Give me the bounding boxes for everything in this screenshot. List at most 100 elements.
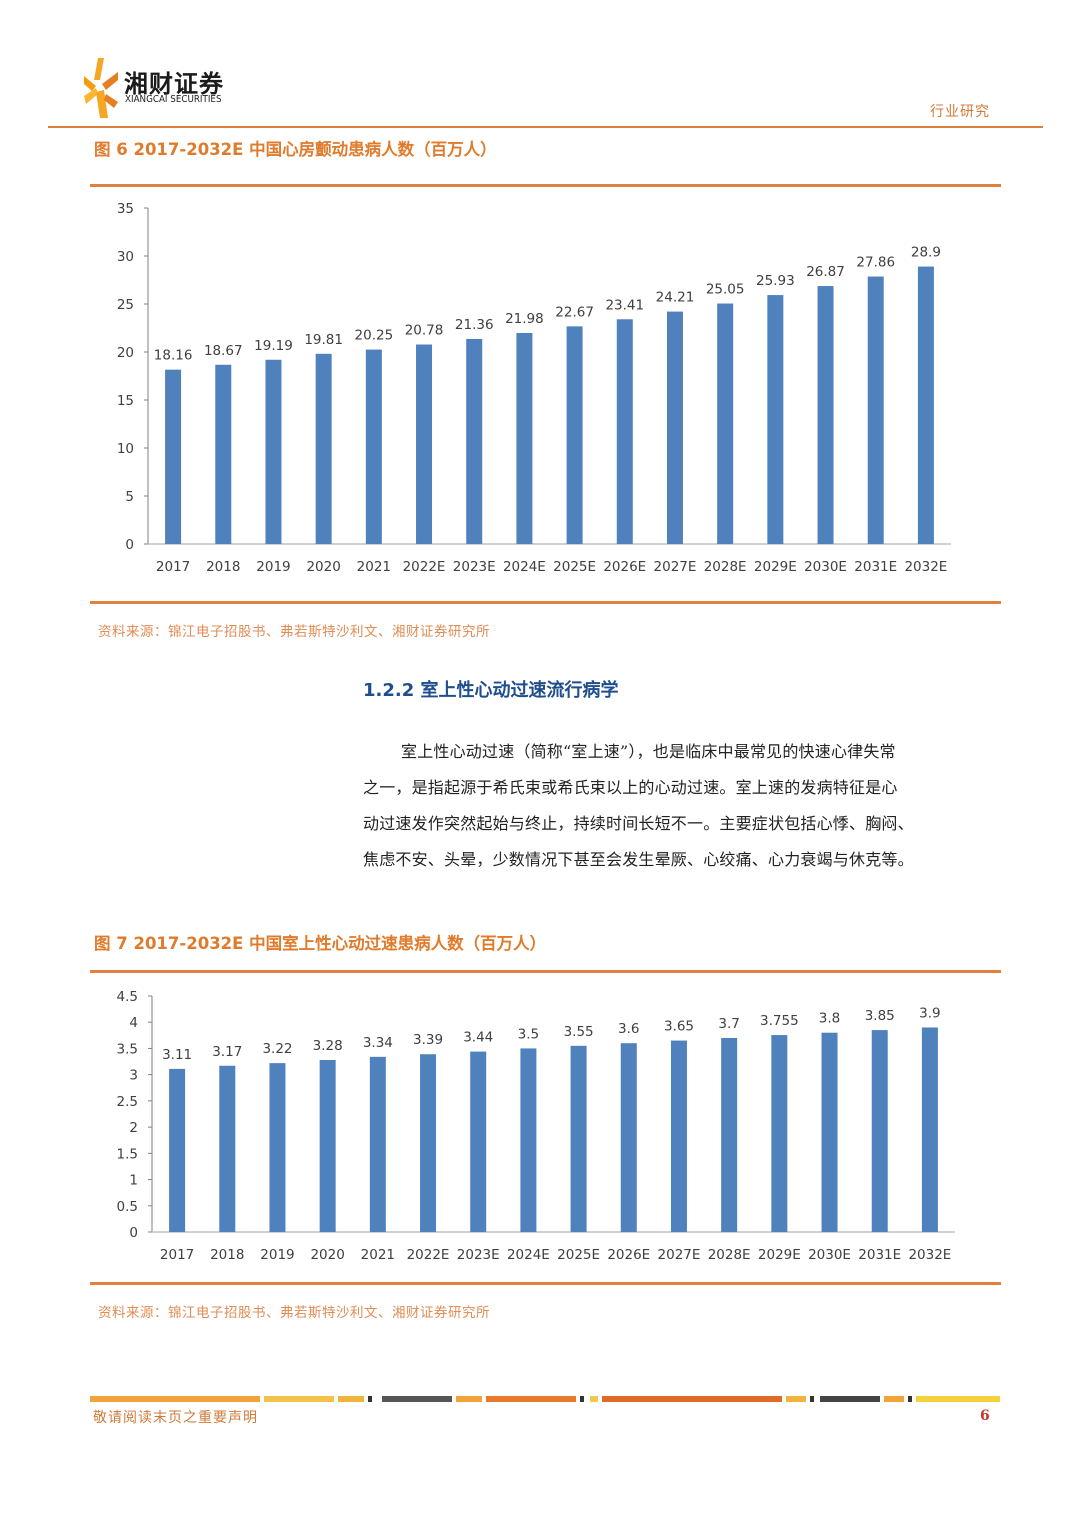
data-label: 3.17: [212, 1044, 242, 1060]
figure6-source: 资料来源：锦江电子招股书、弗若斯特沙利文、湘财证券研究所: [98, 624, 490, 640]
y-tick-label: 35: [117, 201, 134, 217]
x-tick-label: 2020: [310, 1247, 344, 1263]
x-tick-label: 2017: [156, 559, 190, 575]
footer-bar-segment: [590, 1396, 598, 1402]
x-tick-label: 2030E: [808, 1247, 851, 1263]
x-tick-label: 2031E: [858, 1247, 901, 1263]
y-tick-label: 3: [129, 1068, 138, 1084]
y-tick-label: 4.5: [117, 989, 138, 1005]
data-label: 18.67: [204, 343, 243, 359]
figure7-bottom-rule: [90, 1282, 1001, 1285]
x-tick-label: 2023E: [457, 1247, 500, 1263]
paragraph-line: 室上性心动过速（简称“室上速”），也是临床中最常见的快速心律失常: [401, 742, 896, 761]
figure6-chart: 0 5 10 15 20 25 30 35 18.16 2017 18.67 2018 19.19 201…: [90, 190, 1001, 595]
x-tick-label: 2019: [260, 1247, 294, 1263]
y-tick-label: 2: [129, 1120, 138, 1136]
footer-bar-segment: [916, 1396, 1000, 1402]
bar: [871, 1030, 888, 1232]
data-label: 25.05: [706, 282, 745, 298]
bar: [666, 311, 683, 544]
footer-bar-segment: [456, 1396, 482, 1402]
figure7-chart-svg: 0 0.5 1 1.5 2 2.5 3 3.5 4 4.5 3.11 2017 3.17 2018 3.22…: [117, 989, 955, 1263]
x-tick-label: 2026E: [603, 559, 646, 575]
data-label: 3.65: [664, 1019, 694, 1035]
y-tick-label: 20: [117, 345, 134, 361]
bar: [620, 1043, 637, 1232]
logo-chinese-name: 湘财证券: [124, 70, 224, 98]
bar: [821, 1032, 838, 1232]
bar: [717, 303, 734, 544]
footer-decorative-bar: [90, 1396, 1000, 1402]
data-label: 3.755: [760, 1013, 799, 1029]
bar: [369, 1056, 386, 1232]
y-tick-label: 3.5: [117, 1041, 138, 1057]
paragraph-line: 动过速发作突然起始与终止，持续时间长短不一。主要症状包括心悸、胸闷、: [363, 814, 914, 833]
report-category: 行业研究: [930, 104, 990, 120]
data-label: 22.67: [555, 304, 594, 320]
x-tick-label: 2025E: [553, 559, 596, 575]
footer-bar-segment: [580, 1396, 584, 1402]
bar: [470, 1051, 487, 1232]
bar: [365, 349, 382, 544]
figure7-source: 资料来源：锦江电子招股书、弗若斯特沙利文、湘财证券研究所: [98, 1305, 490, 1321]
bar: [817, 286, 834, 544]
bar: [269, 1063, 286, 1232]
paragraph-line: 焦虑不安、头晕，少数情况下甚至会发生晕厥、心绞痛、心力衰竭与休克等。: [363, 850, 914, 869]
data-label: 20.25: [355, 328, 394, 344]
y-tick-label: 30: [117, 249, 134, 265]
data-label: 23.41: [605, 297, 644, 313]
data-label: 3.34: [363, 1035, 393, 1051]
y-tick-label: 1.5: [117, 1146, 138, 1162]
bar: [616, 319, 633, 544]
footer-bar-segment: [820, 1396, 880, 1402]
y-tick-label: 0: [125, 537, 134, 553]
x-tick-label: 2032E: [904, 559, 947, 575]
footer-notice: 敬请阅读末页之重要声明: [93, 1410, 258, 1426]
x-tick-label: 2028E: [708, 1247, 751, 1263]
y-tick-label: 4: [129, 1015, 138, 1031]
bar: [219, 1065, 236, 1232]
x-tick-label: 2018: [206, 559, 240, 575]
data-label: 26.87: [806, 264, 845, 280]
bar: [917, 266, 934, 544]
footer-bar-segment: [908, 1396, 912, 1402]
x-tick-label: 2019: [256, 559, 290, 575]
figure6-bottom-rule: [90, 601, 1001, 604]
x-tick-label: 2024E: [503, 559, 546, 575]
data-label: 3.7: [718, 1016, 739, 1032]
data-label: 3.6: [618, 1021, 639, 1037]
y-tick-label: 5: [125, 489, 134, 505]
y-tick-label: 10: [117, 441, 134, 457]
figure6-chart-svg: 0 5 10 15 20 25 30 35 18.16 2017 18.67 2018 19.19 201…: [117, 201, 951, 575]
logo-english-name: XIANGCAI SECURITIES: [125, 94, 222, 105]
figure7-title: 图 7 2017-2032E 中国室上性心动过速患病人数（百万人）: [94, 934, 547, 953]
footer-bar-segment: [90, 1396, 260, 1402]
data-label: 20.78: [405, 323, 444, 339]
x-tick-label: 2030E: [804, 559, 847, 575]
page-number: 6: [980, 1408, 990, 1424]
bar: [165, 369, 182, 544]
y-tick-label: 1: [129, 1173, 138, 1189]
data-label: 21.36: [455, 317, 494, 333]
footer-bar-segment: [338, 1396, 364, 1402]
x-tick-label: 2025E: [557, 1247, 600, 1263]
x-tick-label: 2028E: [704, 559, 747, 575]
xiangcai-logo-icon: [84, 58, 118, 118]
data-label: 3.5: [518, 1026, 539, 1042]
bar: [520, 1048, 537, 1232]
data-label: 3.22: [262, 1041, 292, 1057]
x-tick-label: 2017: [160, 1247, 194, 1263]
y-tick-label: 25: [117, 297, 134, 313]
data-label: 3.28: [313, 1038, 343, 1054]
bar: [721, 1037, 738, 1232]
paragraph-line: 之一，是指起源于希氏束或希氏束以上的心动过速。室上速的发病特征是心: [363, 778, 898, 797]
x-tick-label: 2024E: [507, 1247, 550, 1263]
section-paragraph: 室上性心动过速（简称“室上速”），也是临床中最常见的快速心律失常 之一，是指起源…: [363, 734, 1003, 878]
x-tick-label: 2029E: [754, 559, 797, 575]
x-tick-label: 2022E: [407, 1247, 450, 1263]
bar: [566, 326, 583, 544]
y-tick-label: 0.5: [117, 1199, 138, 1215]
x-tick-label: 2032E: [908, 1247, 951, 1263]
figure6-title: 图 6 2017-2032E 中国心房颤动患病人数（百万人）: [94, 140, 497, 159]
x-tick-label: 2027E: [658, 1247, 701, 1263]
